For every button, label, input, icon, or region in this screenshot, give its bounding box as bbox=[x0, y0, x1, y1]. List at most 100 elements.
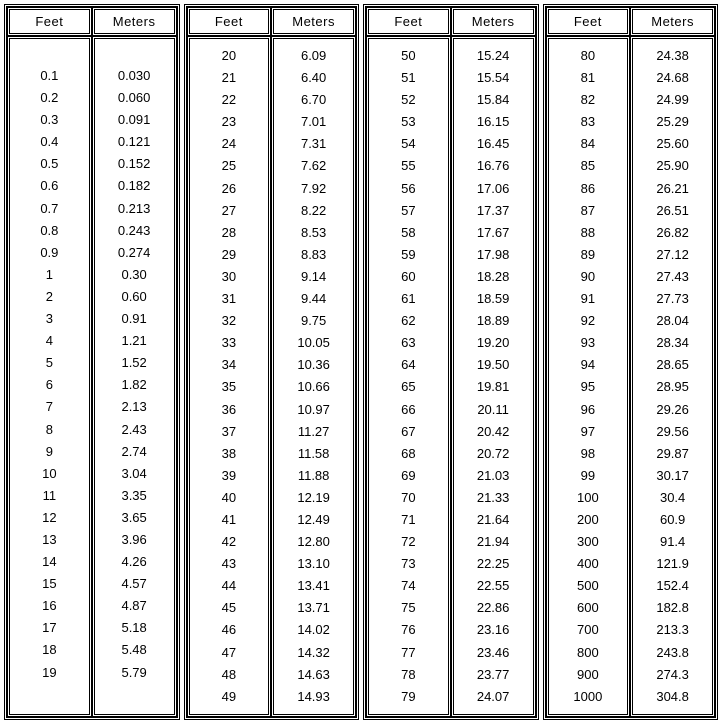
feet-value: 32 bbox=[192, 310, 267, 332]
meters-value: 4.57 bbox=[97, 573, 172, 595]
column-header-meters: Meters bbox=[92, 7, 177, 36]
feet-value: 25 bbox=[192, 155, 267, 177]
feet-value: 100 bbox=[551, 487, 626, 509]
feet-value: 68 bbox=[371, 443, 446, 465]
meters-value: 24.07 bbox=[456, 686, 531, 708]
feet-value: 34 bbox=[192, 354, 267, 376]
feet-value: 46 bbox=[192, 619, 267, 641]
meters-value: 16.76 bbox=[456, 155, 531, 177]
feet-value: 500 bbox=[551, 575, 626, 597]
feet-value: 28 bbox=[192, 222, 267, 244]
feet-value: 37 bbox=[192, 421, 267, 443]
feet-value: 0.7 bbox=[12, 198, 87, 220]
feet-value: 87 bbox=[551, 200, 626, 222]
feet-value: 700 bbox=[551, 619, 626, 641]
meters-value: 0.121 bbox=[97, 131, 172, 153]
feet-value: 53 bbox=[371, 111, 446, 133]
spacer bbox=[97, 45, 172, 65]
meters-value: 19.50 bbox=[456, 354, 531, 376]
feet-value: 900 bbox=[551, 664, 626, 686]
meters-value: 15.54 bbox=[456, 67, 531, 89]
meters-column: 15.2415.5415.8416.1516.4516.7617.0617.37… bbox=[451, 36, 536, 717]
meters-value: 13.10 bbox=[276, 553, 351, 575]
meters-value: 0.030 bbox=[97, 65, 172, 87]
meters-value: 10.05 bbox=[276, 332, 351, 354]
meters-value: 17.06 bbox=[456, 178, 531, 200]
meters-value: 27.73 bbox=[635, 288, 710, 310]
column-header-feet: Feet bbox=[187, 7, 272, 36]
feet-value: 200 bbox=[551, 509, 626, 531]
meters-value: 28.95 bbox=[635, 376, 710, 398]
feet-value: 16 bbox=[12, 595, 87, 617]
meters-value: 0.60 bbox=[97, 286, 172, 308]
meters-value: 21.03 bbox=[456, 465, 531, 487]
feet-value: 600 bbox=[551, 597, 626, 619]
feet-value: 12 bbox=[12, 507, 87, 529]
table-panel: FeetMeters808182838485868788899091929394… bbox=[543, 4, 719, 720]
feet-value: 96 bbox=[551, 399, 626, 421]
feet-value: 52 bbox=[371, 89, 446, 111]
meters-value: 18.89 bbox=[456, 310, 531, 332]
meters-column: 0.0300.0600.0910.1210.1520.1820.2130.243… bbox=[92, 36, 177, 717]
feet-column: 5051525354555657585960616263646566676869… bbox=[366, 36, 451, 717]
meters-value: 20.11 bbox=[456, 399, 531, 421]
meters-value: 24.99 bbox=[635, 89, 710, 111]
meters-value: 28.04 bbox=[635, 310, 710, 332]
column-header-feet: Feet bbox=[7, 7, 92, 36]
meters-value: 8.53 bbox=[276, 222, 351, 244]
feet-value: 97 bbox=[551, 421, 626, 443]
meters-value: 5.79 bbox=[97, 662, 172, 684]
feet-value: 61 bbox=[371, 288, 446, 310]
meters-value: 30.4 bbox=[635, 487, 710, 509]
table-panel: FeetMeters202122232425262728293031323334… bbox=[184, 4, 360, 720]
meters-value: 0.30 bbox=[97, 264, 172, 286]
feet-value: 56 bbox=[371, 178, 446, 200]
meters-value: 26.82 bbox=[635, 222, 710, 244]
meters-value: 22.25 bbox=[456, 553, 531, 575]
meters-column: 24.3824.6824.9925.2925.6025.9026.2126.51… bbox=[630, 36, 715, 717]
meters-value: 3.65 bbox=[97, 507, 172, 529]
feet-value: 98 bbox=[551, 443, 626, 465]
meters-value: 22.86 bbox=[456, 597, 531, 619]
column-header-meters: Meters bbox=[271, 7, 356, 36]
feet-value: 400 bbox=[551, 553, 626, 575]
meters-value: 10.97 bbox=[276, 399, 351, 421]
feet-value: 89 bbox=[551, 244, 626, 266]
meters-value: 25.60 bbox=[635, 133, 710, 155]
meters-value: 9.75 bbox=[276, 310, 351, 332]
feet-value: 86 bbox=[551, 178, 626, 200]
meters-value: 29.26 bbox=[635, 399, 710, 421]
feet-value: 18 bbox=[12, 639, 87, 661]
meters-value: 20.72 bbox=[456, 443, 531, 465]
meters-value: 18.28 bbox=[456, 266, 531, 288]
feet-value: 45 bbox=[192, 597, 267, 619]
feet-value: 22 bbox=[192, 89, 267, 111]
feet-value: 76 bbox=[371, 619, 446, 641]
meters-value: 27.43 bbox=[635, 266, 710, 288]
meters-value: 182.8 bbox=[635, 597, 710, 619]
feet-value: 8 bbox=[12, 419, 87, 441]
meters-value: 5.18 bbox=[97, 617, 172, 639]
meters-value: 4.26 bbox=[97, 551, 172, 573]
feet-value: 0.1 bbox=[12, 65, 87, 87]
meters-value: 14.63 bbox=[276, 664, 351, 686]
feet-value: 42 bbox=[192, 531, 267, 553]
table-panel: FeetMeters0.10.20.30.40.50.60.70.80.9123… bbox=[4, 4, 180, 720]
meters-value: 1.82 bbox=[97, 374, 172, 396]
meters-value: 6.40 bbox=[276, 67, 351, 89]
meters-value: 23.77 bbox=[456, 664, 531, 686]
feet-value: 39 bbox=[192, 465, 267, 487]
meters-value: 60.9 bbox=[635, 509, 710, 531]
feet-column: 0.10.20.30.40.50.60.70.80.91234567891011… bbox=[7, 36, 92, 717]
meters-value: 14.02 bbox=[276, 619, 351, 641]
feet-value: 48 bbox=[192, 664, 267, 686]
meters-value: 15.24 bbox=[456, 45, 531, 67]
meters-value: 13.71 bbox=[276, 597, 351, 619]
feet-value: 31 bbox=[192, 288, 267, 310]
meters-value: 5.48 bbox=[97, 639, 172, 661]
feet-value: 83 bbox=[551, 111, 626, 133]
meters-value: 21.33 bbox=[456, 487, 531, 509]
conversion-table: FeetMeters0.10.20.30.40.50.60.70.80.9123… bbox=[4, 4, 718, 720]
feet-value: 57 bbox=[371, 200, 446, 222]
meters-value: 11.88 bbox=[276, 465, 351, 487]
